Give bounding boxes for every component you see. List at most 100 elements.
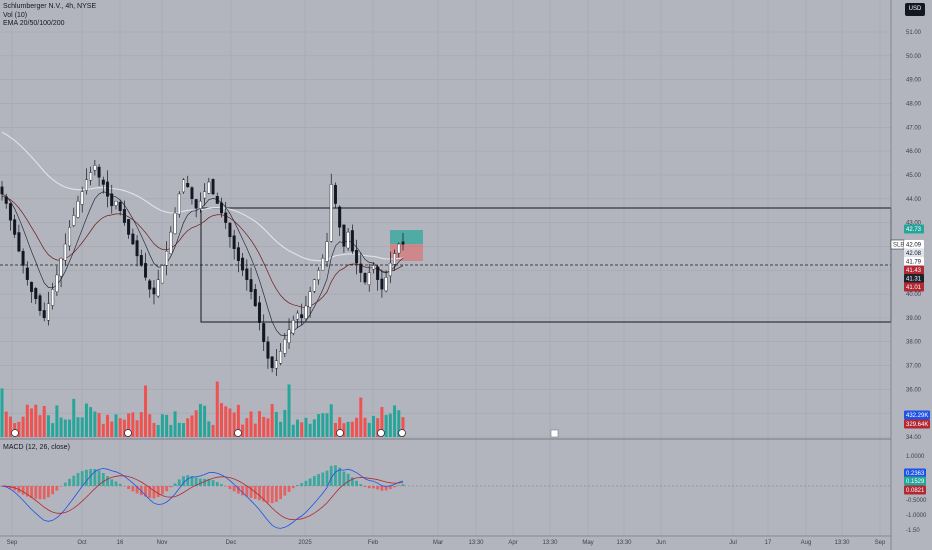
volume-bar: [101, 423, 105, 437]
volume-bar: [173, 411, 177, 437]
macd-indicator-label[interactable]: MACD (12, 26, close): [3, 444, 70, 451]
time-tick-label: Oct: [77, 540, 87, 546]
macd-histogram-bar: [89, 469, 93, 486]
volume-bar: [384, 414, 388, 437]
candle-body: [346, 231, 350, 249]
time-tick-label: Dec: [226, 540, 237, 546]
candle-body: [270, 356, 274, 369]
target-zone[interactable]: [390, 230, 423, 244]
macd-histogram-bar: [300, 483, 304, 486]
volume-bar: [342, 423, 346, 437]
macd-histogram-bar: [182, 476, 185, 486]
candle-body: [291, 320, 295, 334]
volume-bar: [198, 403, 202, 437]
macd-histogram-bar: [215, 481, 219, 486]
volume-bar: [38, 415, 42, 437]
macd-histogram-bar: [127, 486, 131, 490]
price-badge-label: 41.31: [906, 277, 922, 283]
price-badge-label: 0.0821: [906, 488, 925, 494]
volume-bar: [139, 412, 143, 437]
event-markers[interactable]: [11, 429, 559, 438]
time-tick-label: Feb: [368, 540, 379, 546]
event-marker-icon[interactable]: [11, 429, 19, 437]
macd-histogram-bar: [21, 486, 25, 495]
candle-body: [106, 181, 110, 197]
macd-histogram-bar: [25, 486, 29, 497]
candle-body: [84, 179, 88, 191]
macd-histogram-bar: [232, 486, 236, 492]
candle-body: [63, 243, 67, 261]
price-tick-label: 39.00: [906, 316, 922, 322]
volume-bar: [46, 415, 50, 437]
macd-histogram-bar: [169, 486, 173, 488]
candle-body: [236, 247, 240, 261]
volume-bar: [380, 407, 384, 437]
ema-indicator-label[interactable]: EMA 20/50/100/200: [3, 20, 65, 27]
volume-bar: [295, 419, 299, 437]
price-badge-label: 41.01: [906, 285, 922, 291]
event-marker-icon[interactable]: [377, 429, 385, 437]
macd-tick-label: -1.50: [906, 528, 920, 534]
candle-body: [131, 233, 135, 245]
candle-body: [101, 179, 105, 185]
price-badge-label: 42.73: [906, 227, 922, 233]
candle-body: [72, 215, 76, 226]
event-marker-icon[interactable]: [234, 429, 242, 437]
volume-bar: [346, 421, 350, 437]
time-tick-label: Mar: [433, 540, 443, 546]
volume-bar: [21, 416, 25, 437]
event-marker-icon[interactable]: [336, 429, 344, 437]
event-marker-icon[interactable]: [124, 429, 132, 437]
event-marker-icon[interactable]: [398, 429, 406, 437]
volume-bar: [4, 411, 8, 437]
macd-histogram-bar: [148, 486, 152, 498]
candle-body: [169, 231, 173, 254]
volume-bar: [219, 403, 223, 437]
volume-bar: [207, 421, 211, 437]
currency-button[interactable]: USD: [905, 3, 925, 16]
candle-body: [38, 295, 42, 311]
macd-histogram-bar: [161, 486, 164, 495]
time-axis[interactable]: Sep Oct 16 Nov Dec 2025 Feb Mar 13:30 Apr 13:30 May…: [7, 540, 886, 546]
price-tick-label: 50.00: [906, 54, 922, 60]
price-tick-label: 51.00: [906, 30, 922, 36]
candle-body: [21, 250, 25, 266]
candles: [0, 160, 405, 376]
macd-histogram-bar: [317, 474, 320, 486]
candle-body: [308, 291, 312, 308]
candle-body: [317, 270, 321, 281]
price-tick-label: 38.00: [906, 340, 922, 346]
candle-body: [4, 196, 8, 204]
macd-histogram-bar: [388, 486, 392, 490]
macd-histogram-bar: [393, 486, 396, 488]
volume-bar: [312, 419, 316, 437]
candle-body: [165, 250, 169, 266]
price-badges: 42.73 SLB 42.09 42.08 41.79 41.43 41.31 41.01 43…: [890, 224, 930, 495]
volume-bar: [152, 422, 156, 437]
price-tick-label: 46.00: [906, 149, 922, 155]
ema-line: [1, 131, 404, 262]
volume-bar: [63, 419, 67, 437]
volume-bar: [215, 381, 219, 437]
candle-body: [182, 179, 186, 193]
macd-histogram-bar: [304, 480, 308, 486]
candle-body: [274, 360, 278, 369]
macd-histogram-bar: [152, 486, 156, 499]
future-event-icon[interactable]: [550, 429, 559, 438]
candle-body: [241, 257, 245, 271]
candle-body: [118, 201, 122, 211]
price-tick-label: 44.00: [906, 197, 922, 203]
candle-body: [363, 273, 367, 283]
macd-histogram-bar: [68, 478, 71, 486]
candle-body: [207, 181, 211, 194]
candle-body: [279, 351, 283, 364]
volume-indicator-label[interactable]: Vol (10): [3, 11, 28, 19]
candle-body: [359, 263, 363, 273]
macd-histogram-bar: [34, 486, 38, 499]
price-badge-label: 41.43: [906, 268, 922, 274]
time-tick-label: 13:30: [616, 540, 632, 546]
symbol-title[interactable]: Schlumberger N.V., 4h, NYSE: [3, 3, 97, 10]
macd-histogram-bar: [401, 484, 405, 486]
macd-histogram-bar: [139, 486, 143, 496]
